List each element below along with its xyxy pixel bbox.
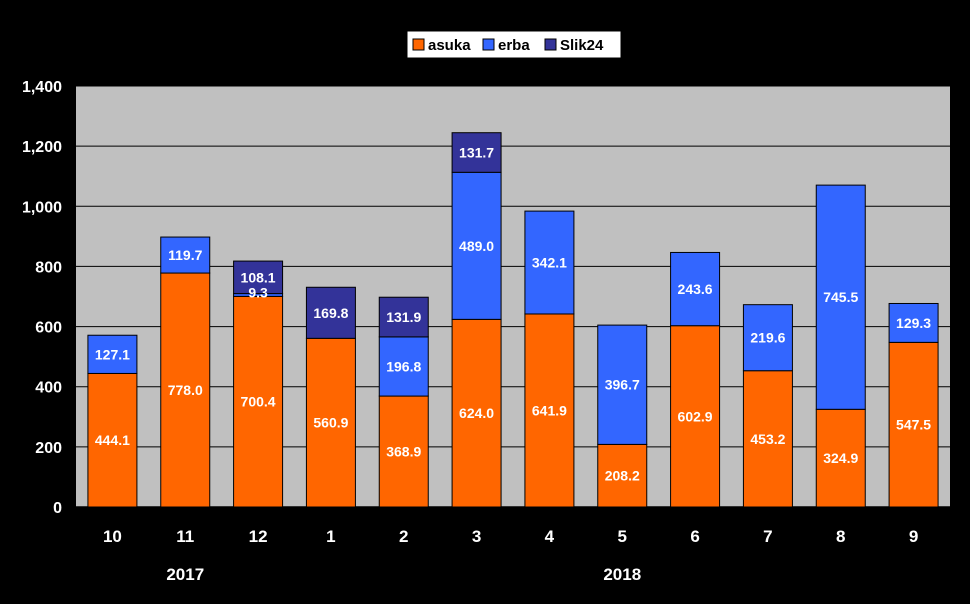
bar-asuka bbox=[597, 443, 648, 508]
bar-slik24 bbox=[451, 132, 502, 173]
bar-slik24 bbox=[378, 296, 429, 338]
bar-erba bbox=[160, 236, 211, 274]
x-tick-label: 8 bbox=[836, 527, 845, 546]
x-tick-label: 1 bbox=[326, 527, 335, 546]
bar-slik24 bbox=[233, 260, 284, 295]
bar-asuka bbox=[378, 395, 429, 508]
bar-asuka bbox=[742, 370, 793, 508]
y-axis-tick-labels: 0 200 400 600 800 1,000 1,200 1,400 bbox=[22, 79, 62, 517]
bar-erba bbox=[87, 334, 138, 374]
bar-asuka bbox=[815, 408, 866, 508]
legend-label-slik24: Slik24 bbox=[560, 37, 604, 54]
data-label-asuka: 700.4 bbox=[241, 394, 276, 410]
data-label-asuka: 560.9 bbox=[313, 415, 348, 431]
bar-asuka bbox=[87, 372, 138, 508]
data-label-slik24: 169.8 bbox=[313, 305, 348, 321]
y-tick-label: 400 bbox=[35, 380, 62, 397]
data-label-slik24: 131.9 bbox=[386, 309, 421, 325]
bar-asuka bbox=[524, 313, 575, 508]
year-label: 2017 bbox=[166, 565, 204, 584]
x-tick-label: 2 bbox=[399, 527, 408, 546]
data-label-erba: 342.1 bbox=[532, 255, 567, 271]
legend-label-asuka: asuka bbox=[428, 37, 471, 54]
bar-erba bbox=[742, 304, 793, 372]
legend: asuka erba Slik24 bbox=[406, 30, 622, 59]
x-tick-label: 11 bbox=[176, 527, 194, 546]
bar-asuka bbox=[888, 341, 939, 508]
plot-area bbox=[76, 86, 950, 507]
legend-swatch-erba bbox=[482, 38, 495, 51]
bars bbox=[87, 132, 939, 508]
data-label-asuka: 778.0 bbox=[168, 382, 203, 398]
bar-erba bbox=[378, 336, 429, 397]
x-tick-label: 7 bbox=[763, 527, 772, 546]
gridlines bbox=[76, 85, 950, 508]
data-label-erba: 219.6 bbox=[750, 330, 785, 346]
data-label-asuka: 624.0 bbox=[459, 405, 494, 421]
x-tick-label: 5 bbox=[618, 527, 627, 546]
year-label: 2018 bbox=[603, 565, 641, 584]
data-label-erba: 119.7 bbox=[168, 247, 202, 263]
data-label-asuka: 602.9 bbox=[678, 408, 713, 424]
x-tick-label: 4 bbox=[545, 527, 555, 546]
data-label-asuka: 444.1 bbox=[95, 432, 130, 448]
x-tick-label: 3 bbox=[472, 527, 481, 546]
legend-box bbox=[406, 30, 622, 59]
y-tick-label: 200 bbox=[35, 440, 62, 457]
bar-asuka bbox=[160, 272, 211, 508]
bar-asuka bbox=[233, 295, 284, 508]
y-tick-label: 800 bbox=[35, 259, 62, 276]
bar-slik24 bbox=[305, 286, 356, 339]
bar-asuka bbox=[305, 337, 356, 508]
data-label-erba: 127.1 bbox=[95, 346, 130, 362]
data-label-erba: 243.6 bbox=[678, 281, 713, 297]
bar-erba bbox=[815, 184, 866, 410]
data-label-asuka: 547.5 bbox=[896, 417, 931, 433]
legend-swatch-asuka bbox=[412, 38, 425, 51]
x-tick-label: 6 bbox=[690, 527, 699, 546]
data-label-erba: 9.3 bbox=[248, 285, 268, 301]
data-label-erba: 196.8 bbox=[386, 358, 421, 374]
bar-erba bbox=[670, 251, 721, 327]
data-label-asuka: 453.2 bbox=[750, 431, 785, 447]
legend-label-erba: erba bbox=[498, 37, 530, 54]
data-label-asuka: 324.9 bbox=[823, 450, 858, 466]
bar-erba bbox=[524, 210, 575, 315]
data-label-asuka: 368.9 bbox=[386, 444, 421, 460]
y-tick-label: 1,000 bbox=[22, 199, 62, 216]
x-tick-label: 9 bbox=[909, 527, 918, 546]
data-label-erba: 745.5 bbox=[823, 289, 858, 305]
bar-erba bbox=[597, 324, 648, 445]
bar-asuka bbox=[451, 318, 502, 508]
legend-swatch-slik24 bbox=[544, 38, 557, 51]
data-label-slik24: 131.7 bbox=[459, 145, 494, 161]
x-tick-label: 10 bbox=[103, 527, 122, 546]
bar-erba bbox=[888, 302, 939, 343]
y-tick-label: 0 bbox=[53, 500, 62, 517]
x-axis-tick-labels: 10 11 12 1 2 3 4 5 6 7 8 9 bbox=[103, 527, 918, 546]
data-label-asuka: 208.2 bbox=[605, 468, 640, 484]
y-tick-label: 600 bbox=[35, 320, 62, 337]
data-label-slik24: 108.1 bbox=[241, 269, 276, 285]
x-tick-label: 12 bbox=[249, 527, 268, 546]
data-label-erba: 489.0 bbox=[459, 238, 494, 254]
y-tick-label: 1,400 bbox=[22, 79, 62, 96]
data-label-asuka: 641.9 bbox=[532, 402, 567, 418]
data-label-erba: 396.7 bbox=[605, 377, 640, 393]
data-label-erba: 129.3 bbox=[896, 315, 931, 331]
year-labels: 2017 2018 bbox=[166, 565, 641, 584]
y-tick-label: 1,200 bbox=[22, 139, 62, 156]
